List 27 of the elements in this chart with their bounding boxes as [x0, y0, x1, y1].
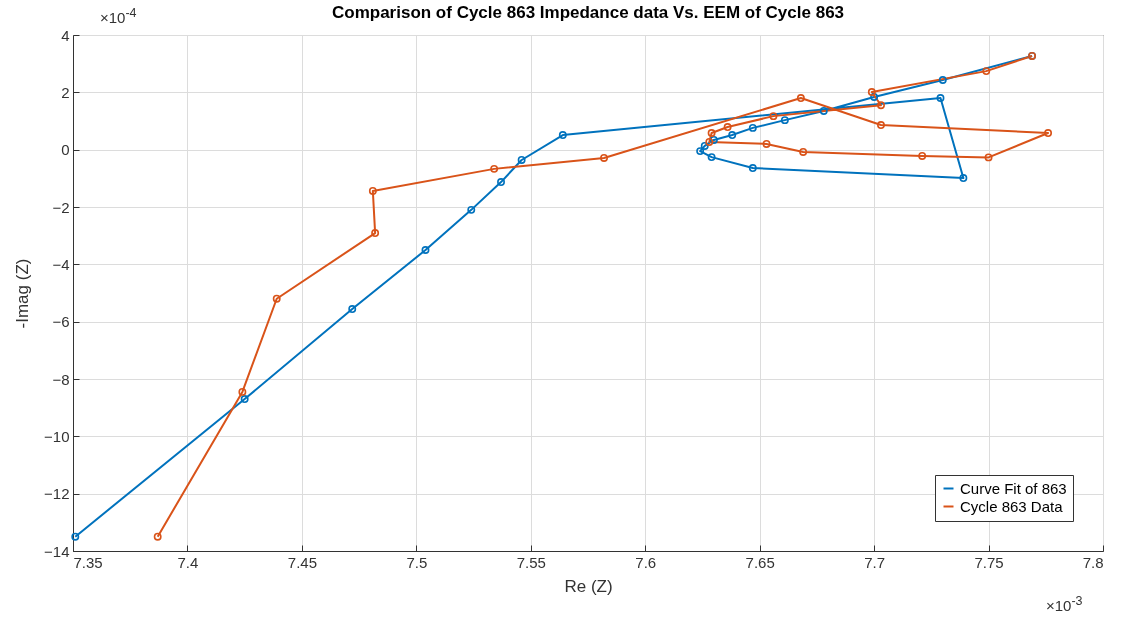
legend-label: Cycle 863 Data: [960, 497, 1064, 515]
y-tick-label: −8: [52, 370, 70, 388]
y-tick-label: 4: [61, 26, 70, 44]
x-tick-label: 7.55: [516, 553, 546, 571]
x-tick-label: 7.45: [287, 553, 317, 571]
legend-label: Curve Fit of 863: [960, 479, 1067, 497]
x-tick-label: 7.65: [745, 553, 775, 571]
y-tick-label: −12: [44, 485, 70, 503]
y-tick-label: 0: [61, 141, 70, 159]
chart-title: Comparison of Cycle 863 Impedance data Vs. EEM of Cycle 863: [331, 3, 845, 22]
x-tick-label: 7.75: [974, 553, 1004, 571]
x-tick-label: 7.4: [177, 553, 199, 571]
y-tick-label: −6: [52, 313, 70, 331]
y-tick-label: −4: [52, 255, 70, 273]
y-tick-label: −2: [52, 198, 70, 216]
x-tick-label: 7.7: [864, 553, 886, 571]
text: ×10$^{-3}$: [1046, 594, 1083, 614]
x-tick-label: 7.35: [73, 553, 103, 571]
text: ×10$^{-4}$: [100, 6, 137, 26]
x-tick-label: 7.8: [1082, 553, 1104, 571]
y-axis-title: -Imag (Z): [13, 258, 33, 329]
y-tick-label: 2: [61, 83, 70, 101]
y-tick-label: −14: [44, 542, 70, 560]
x-tick-label: 7.5: [406, 553, 428, 571]
x-axis-title: Re (Z): [564, 576, 613, 596]
x-tick-label: 7.6: [635, 553, 657, 571]
y-tick-label: −10: [44, 427, 70, 445]
